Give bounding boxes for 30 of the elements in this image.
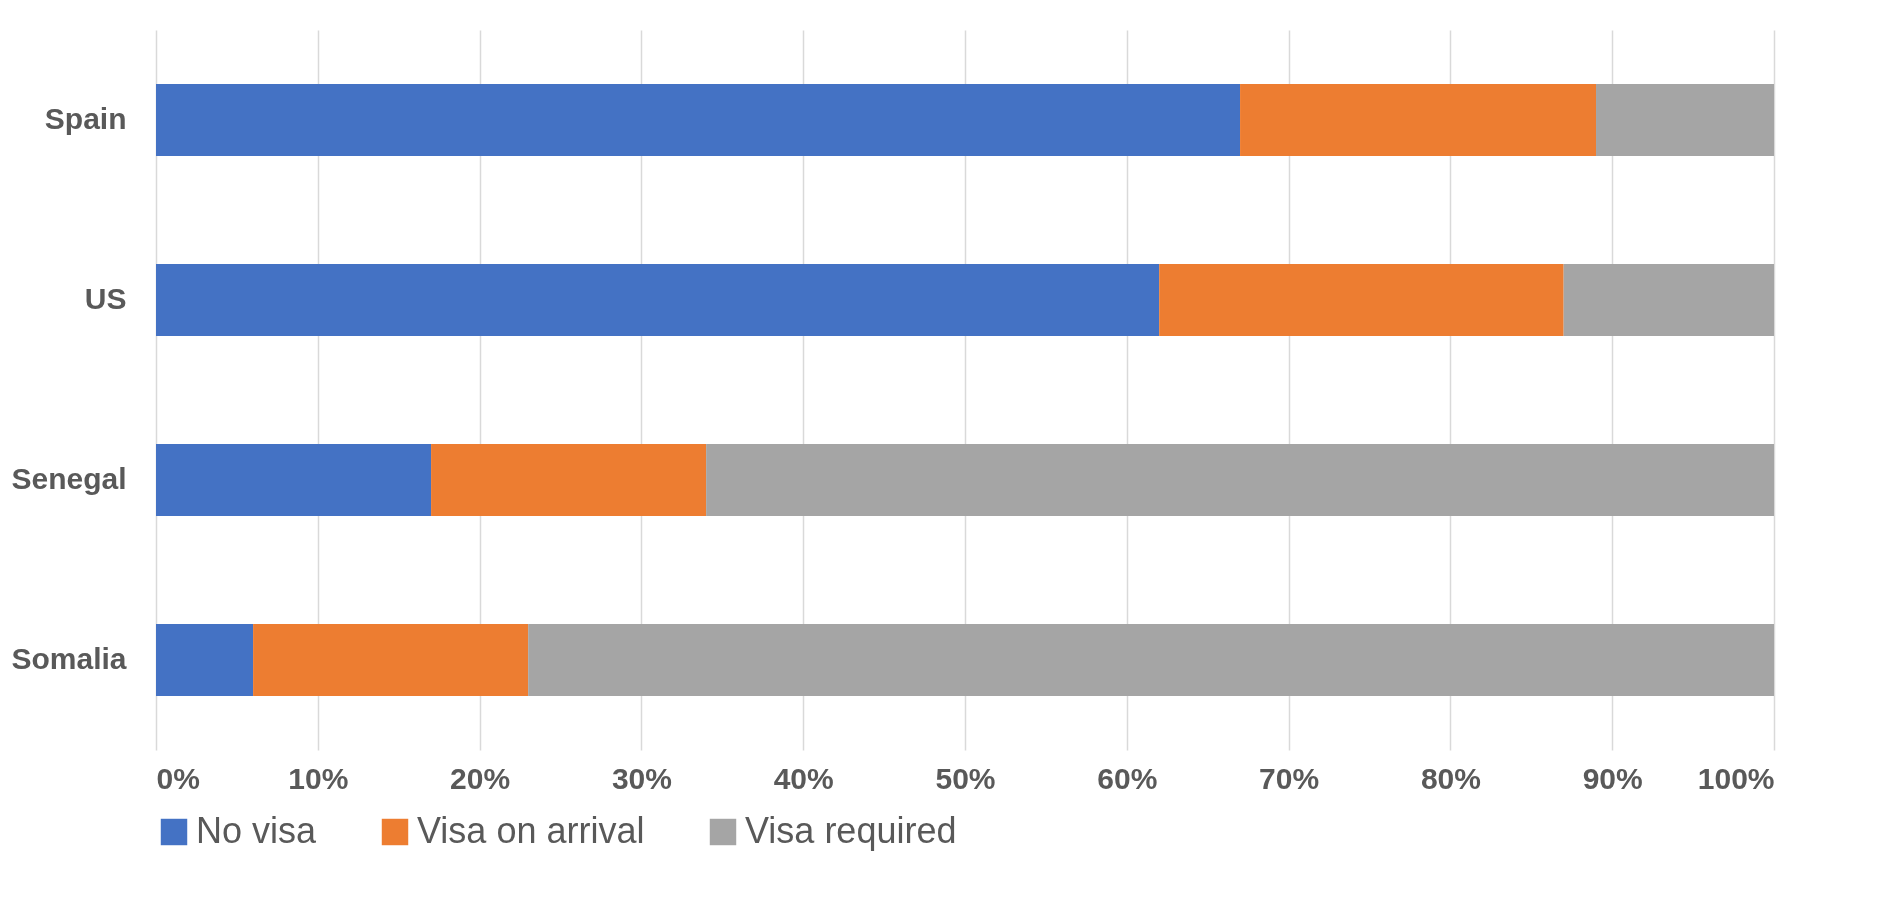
bar [156, 84, 1241, 156]
x-tick-label: 30% [611, 761, 672, 795]
bar [156, 264, 1160, 336]
x-tick-label: 60% [1097, 761, 1158, 795]
bar [1159, 264, 1564, 336]
x-tick-label: 0% [156, 761, 200, 795]
x-tick-label: 90% [1582, 761, 1643, 795]
legend-label: Visa required [745, 810, 957, 851]
x-tick-label: 50% [935, 761, 996, 795]
bar [253, 624, 529, 696]
y-tick-label: Somalia [11, 642, 127, 675]
bar [528, 624, 1774, 696]
x-tick-label: 10% [288, 761, 349, 795]
bar [1596, 84, 1774, 156]
legend-label: No visa [196, 810, 318, 851]
y-tick-label: Senegal [11, 462, 127, 495]
bar [156, 444, 432, 516]
bar [156, 624, 254, 696]
legend-label: Visa on arrival [417, 810, 645, 851]
bar [1563, 264, 1774, 336]
y-tick-label: US [84, 282, 127, 315]
bar [706, 444, 1774, 516]
bar [1240, 84, 1597, 156]
x-tick-label: 80% [1420, 761, 1481, 795]
x-tick-label: 70% [1259, 761, 1320, 795]
bar [431, 444, 707, 516]
x-tick-label: 40% [773, 761, 834, 795]
y-tick-label: Spain [44, 102, 127, 135]
x-tick-label: 100% [1697, 761, 1775, 795]
x-tick-label: 20% [450, 761, 511, 795]
